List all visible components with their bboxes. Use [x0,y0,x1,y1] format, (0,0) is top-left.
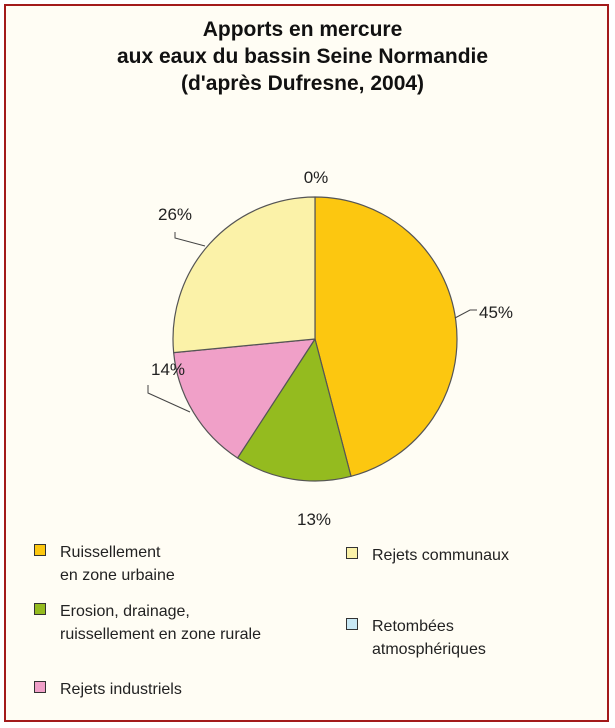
legend-swatch-industrial-discharge [34,681,46,693]
title-line-2: aux eaux du bassin Seine Normandie [116,45,489,68]
leader-line-urban-runoff [454,309,477,319]
legend-label-atmospheric-fallout: Retombées atmosphériques [372,618,486,658]
legend-swatch-atmospheric-fallout [346,618,358,630]
title-line-3: (d'après Dufresne, 2004) [180,72,425,95]
legend-label-municipal-discharge: Rejets communaux [372,547,509,564]
title-line-1: Apports en mercure [202,18,403,41]
data-label-rural-erosion: 13% [297,510,331,529]
legend-swatch-rural-erosion [34,603,46,615]
legend-swatch-urban-runoff [34,544,46,556]
data-label-municipal-discharge: 26% [158,205,192,224]
leader-line-industrial-discharge [147,385,191,413]
pie-slice-municipal-discharge [172,196,316,354]
pie-slice-rural-erosion [236,338,352,482]
data-label-urban-runoff: 45% [479,303,513,322]
data-label-atmospheric-fallout: 0% [304,168,329,187]
pie-slice-urban-runoff [314,196,458,477]
pie-slice-industrial-discharge [173,338,316,459]
data-label-industrial-discharge: 14% [151,360,185,379]
legend-label-industrial-discharge: Rejets industriels [60,681,182,698]
legend-label-urban-runoff: Ruissellement en zone urbaine [60,544,175,584]
chart-title: Apports en mercure aux eaux du bassin Se… [0,16,605,97]
leader-line-municipal-discharge [174,232,206,247]
legend-swatch-municipal-discharge [346,547,358,559]
legend-label-rural-erosion: Erosion, drainage, ruissellement en zone… [60,603,261,643]
